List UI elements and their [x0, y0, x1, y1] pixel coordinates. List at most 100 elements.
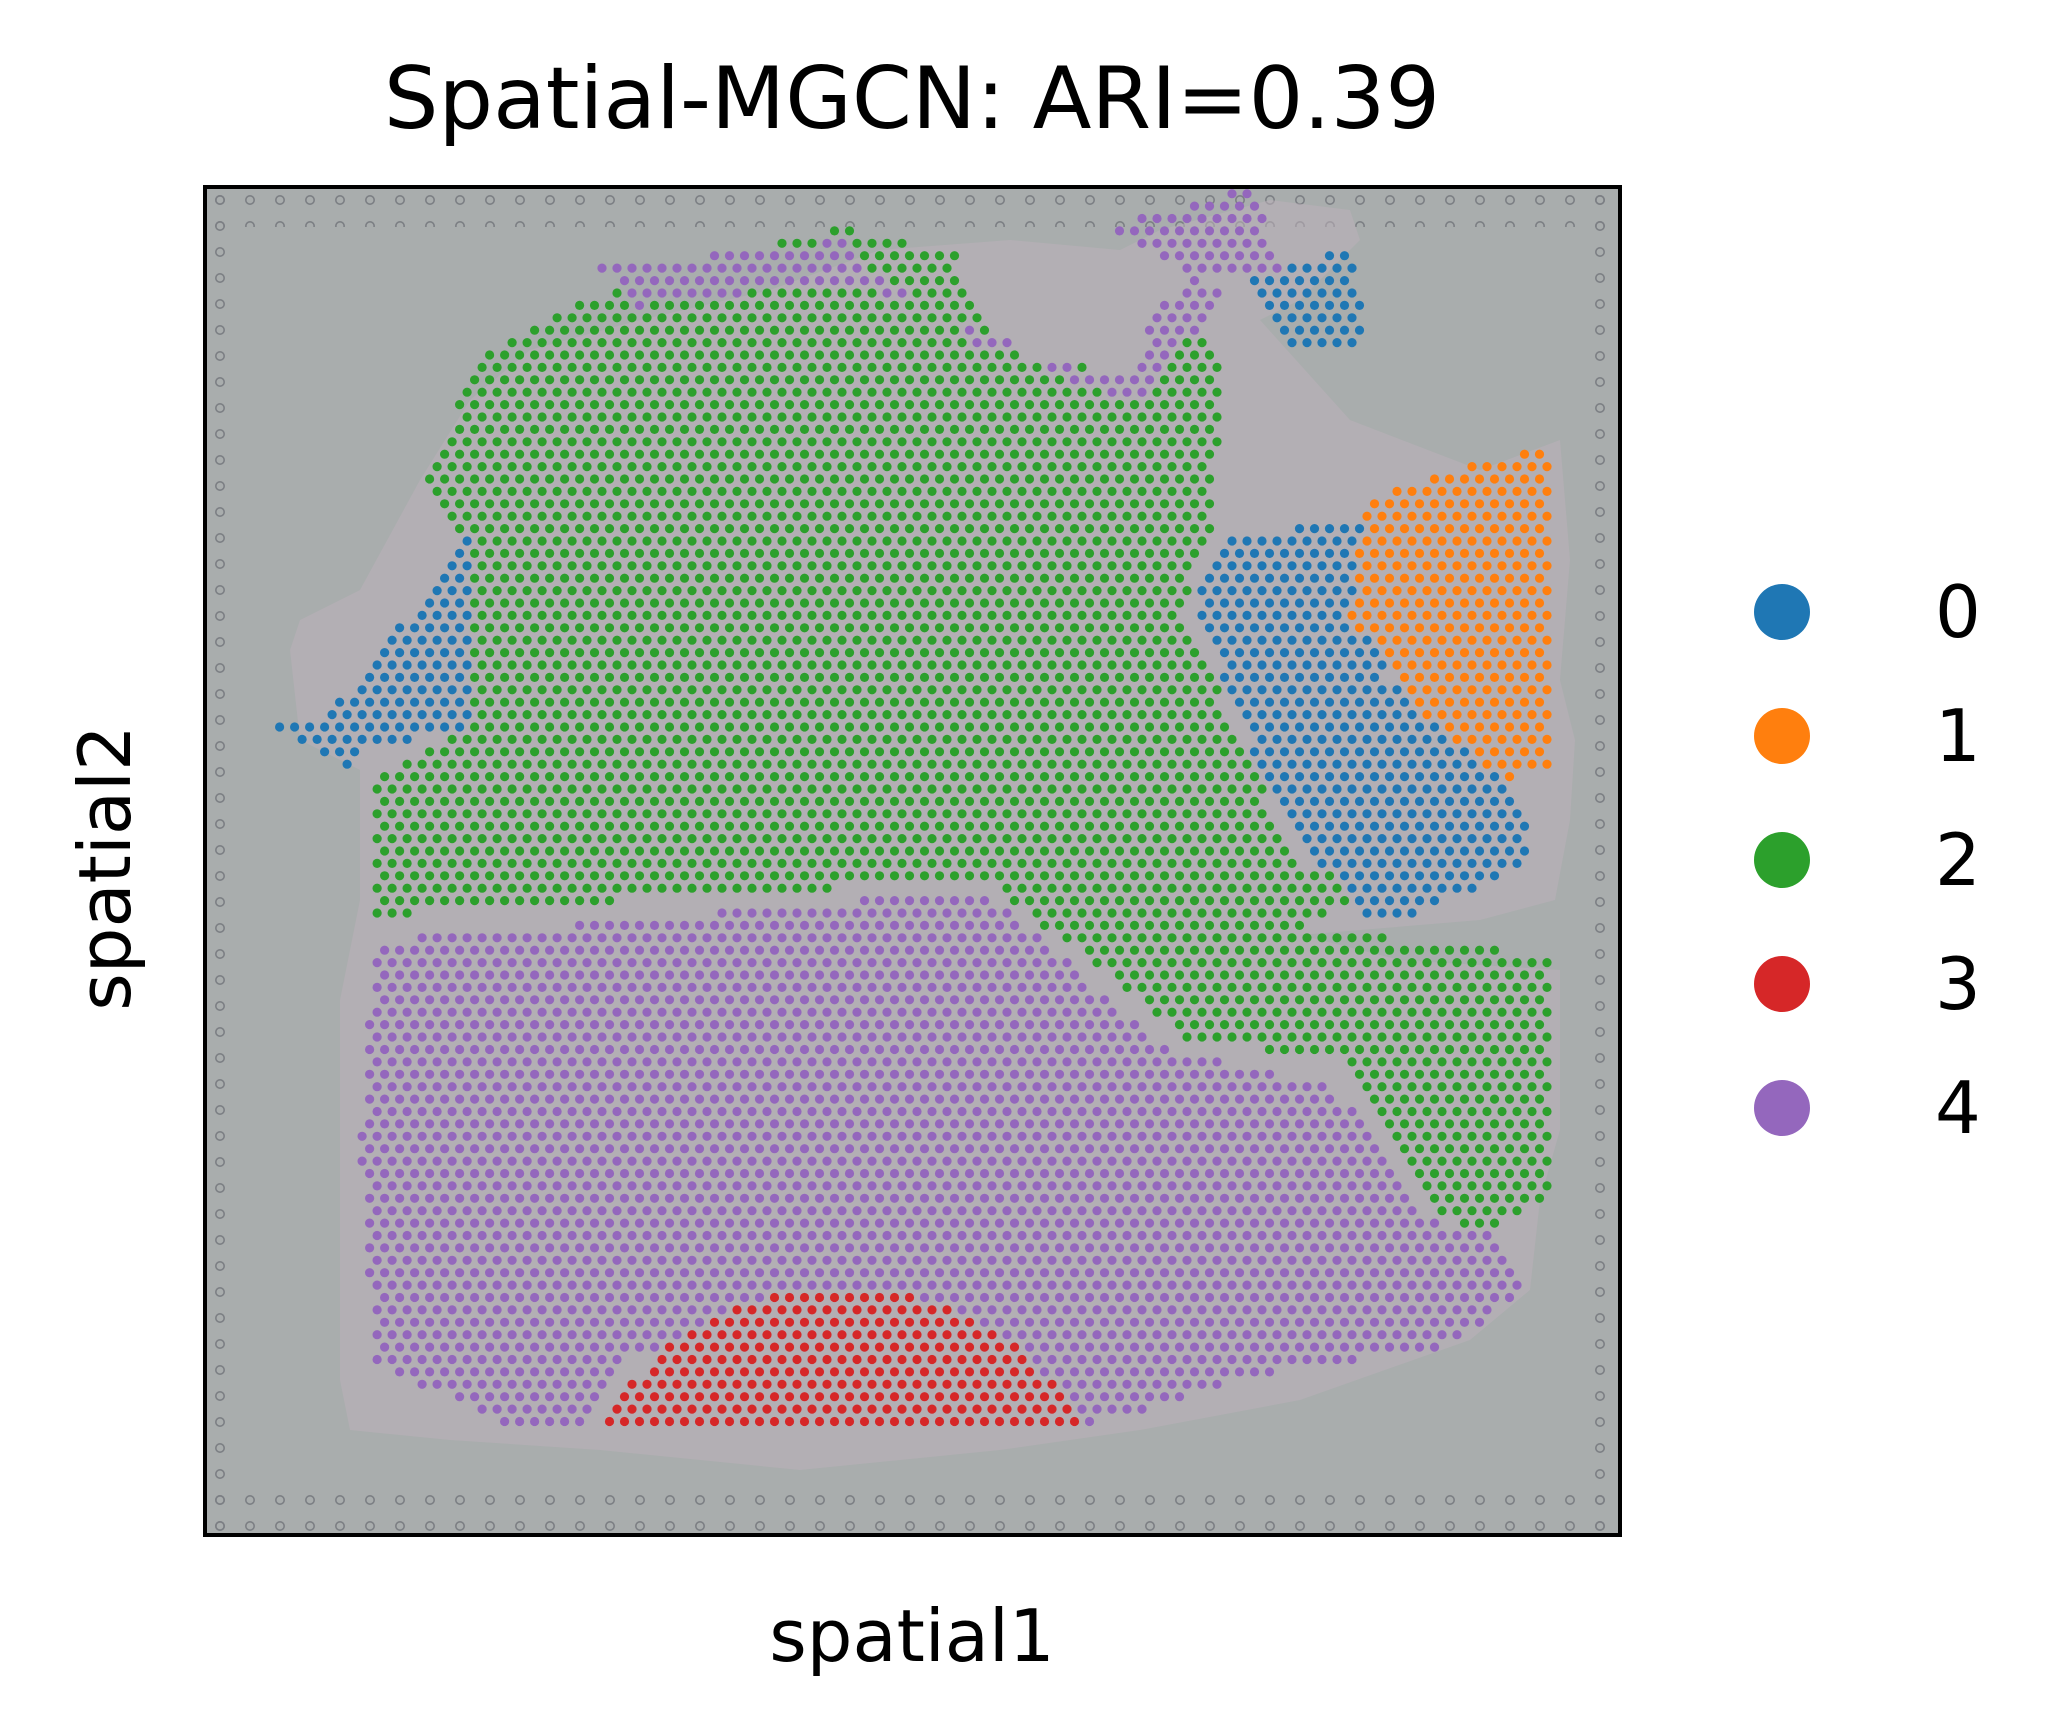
spot-cluster-2	[1384, 995, 1395, 1005]
spot-cluster-2	[1137, 734, 1147, 745]
spot-cluster-4	[1062, 1007, 1072, 1017]
spot-cluster-4	[814, 920, 825, 931]
spot-cluster-2	[1077, 387, 1087, 397]
spot-cluster-2	[432, 784, 442, 794]
spot-cluster-1	[1444, 623, 1455, 633]
spot-cluster-2	[462, 462, 472, 472]
spot-cluster-2	[1174, 796, 1185, 807]
spot-cluster-0	[1407, 784, 1417, 794]
spot-cluster-4	[470, 1144, 480, 1154]
spot-cluster-4	[1009, 1144, 1020, 1154]
spot-cluster-4	[747, 982, 757, 993]
spot-cluster-2	[837, 486, 847, 496]
spot-cluster-2	[1182, 462, 1192, 472]
spot-cluster-1	[1512, 734, 1522, 745]
spot-cluster-2	[1114, 548, 1125, 559]
spot-cluster-2	[964, 623, 975, 633]
spot-cluster-0	[350, 747, 360, 757]
spot-cluster-4	[1212, 1156, 1222, 1166]
spot-cluster-0	[1302, 586, 1312, 596]
spot-cluster-4	[1084, 1094, 1095, 1104]
spot-cluster-4	[829, 1069, 840, 1079]
spot-cluster-2	[1009, 598, 1020, 608]
spot-cluster-2	[829, 350, 840, 360]
spot-cluster-4	[537, 1007, 547, 1017]
spot-cluster-2	[1354, 1069, 1365, 1079]
spot-cluster-4	[567, 1156, 577, 1166]
spot-cluster-2	[1144, 722, 1155, 732]
spot-cluster-4	[1227, 1106, 1237, 1117]
spot-cluster-2	[664, 400, 675, 410]
spot-cluster-0	[1279, 276, 1290, 286]
spot-cluster-1	[1467, 462, 1477, 472]
spot-cluster-1	[1534, 722, 1545, 732]
spot-cluster-4	[1114, 375, 1125, 385]
spot-cluster-2	[844, 400, 855, 410]
spot-cluster-2	[994, 697, 1005, 707]
spot-cluster-4	[447, 1106, 457, 1117]
spot-cluster-2	[859, 573, 870, 583]
spot-cluster-2	[1084, 400, 1095, 410]
spot-cluster-2	[1512, 982, 1522, 993]
spot-cluster-0	[447, 660, 457, 670]
spot-cluster-1	[1489, 524, 1500, 534]
spot-cluster-2	[477, 809, 487, 819]
spot-cluster-2	[1422, 1032, 1432, 1042]
spot-cluster-2	[657, 486, 667, 496]
spot-cluster-4	[372, 1082, 382, 1092]
spot-cluster-4	[380, 1119, 390, 1129]
spot-cluster-2	[1122, 858, 1132, 869]
spot-cluster-2	[1069, 524, 1080, 534]
spot-cluster-1	[1429, 548, 1440, 559]
spot-cluster-4	[987, 1156, 997, 1166]
spot-cluster-4	[627, 1057, 637, 1067]
spot-cluster-4	[964, 325, 975, 335]
spot-cluster-2	[1512, 1106, 1522, 1117]
spot-cluster-0	[1384, 772, 1395, 782]
spot-cluster-2	[1017, 784, 1027, 794]
spot-cluster-2	[987, 710, 997, 720]
spot-cluster-2	[1167, 437, 1177, 447]
spot-cluster-4	[679, 276, 690, 286]
spot-cluster-2	[455, 821, 465, 831]
spot-cluster-2	[919, 524, 930, 534]
spot-cluster-2	[897, 536, 907, 546]
spot-cluster-2	[589, 672, 600, 683]
spot-cluster-0	[1497, 809, 1507, 819]
spot-cluster-0	[402, 660, 412, 670]
spot-cluster-2	[1272, 933, 1282, 943]
spot-cluster-4	[844, 1094, 855, 1104]
spot-cluster-4	[440, 1119, 450, 1129]
spot-cluster-0	[1272, 759, 1282, 769]
spot-cluster-4	[1122, 1082, 1132, 1092]
spot-cluster-4	[597, 1131, 607, 1141]
spot-cluster-2	[1047, 610, 1057, 621]
spot-cluster-2	[672, 536, 682, 546]
spot-cluster-2	[784, 325, 795, 335]
spot-cluster-2	[604, 524, 615, 534]
spot-cluster-4	[1069, 375, 1080, 385]
spot-cluster-4	[627, 1156, 637, 1166]
spot-cluster-2	[1324, 1044, 1335, 1055]
spot-cluster-4	[709, 1119, 720, 1129]
spot-cluster-2	[882, 834, 892, 844]
spot-cluster-2	[724, 846, 735, 856]
spot-cluster-2	[447, 784, 457, 794]
spot-cluster-4	[642, 982, 652, 993]
spot-cluster-0	[1512, 858, 1522, 869]
spot-cluster-0	[1519, 821, 1530, 831]
spot-cluster-2	[627, 858, 637, 869]
spot-cluster-1	[1512, 685, 1522, 695]
spot-cluster-2	[1084, 449, 1095, 459]
spot-cluster-2	[679, 375, 690, 385]
spot-cluster-4	[545, 1119, 555, 1129]
spot-cluster-2	[455, 871, 465, 881]
spot-cluster-4	[964, 1020, 975, 1030]
spot-cluster-2	[1182, 734, 1192, 745]
spot-cluster-2	[1219, 1020, 1230, 1030]
spot-cluster-2	[927, 486, 937, 496]
spot-cluster-2	[552, 586, 562, 596]
spot-cluster-0	[1324, 672, 1335, 683]
spot-cluster-2	[822, 834, 832, 844]
spot-cluster-1	[1392, 660, 1402, 670]
